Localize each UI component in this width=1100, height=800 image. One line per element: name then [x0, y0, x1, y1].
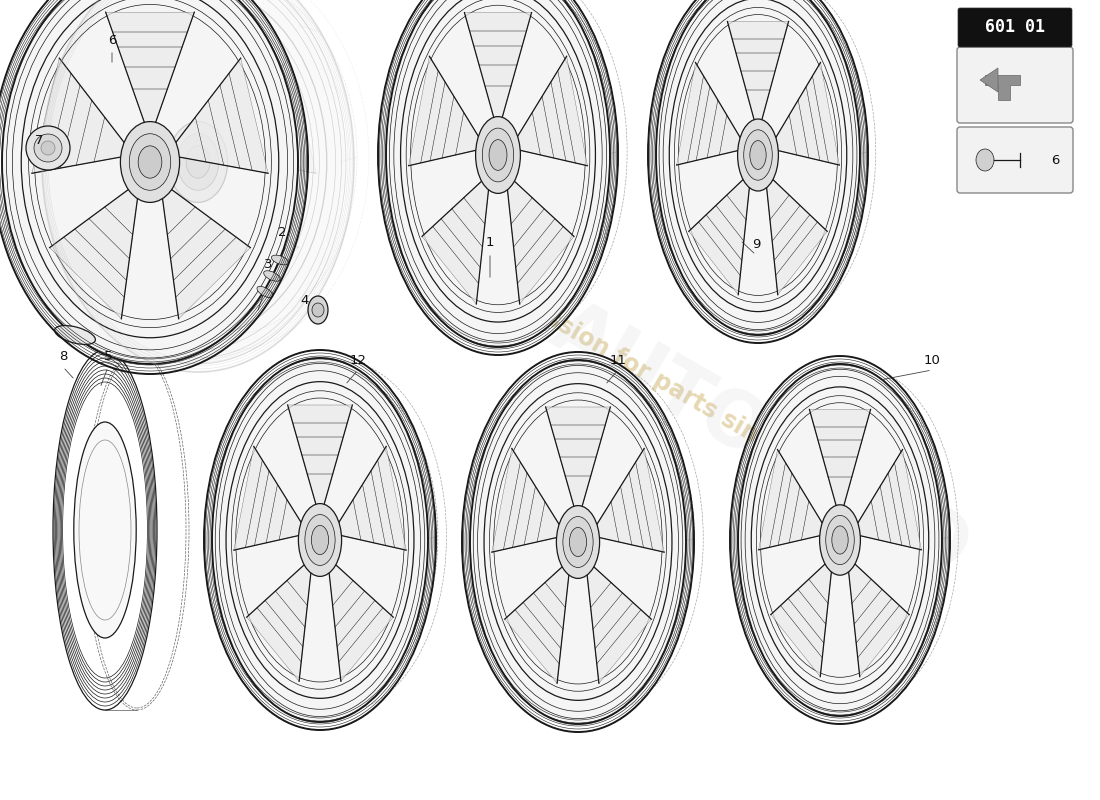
Ellipse shape: [177, 134, 219, 190]
Ellipse shape: [120, 122, 179, 202]
Text: 5: 5: [103, 350, 112, 363]
Circle shape: [41, 141, 55, 155]
Text: 11: 11: [609, 354, 627, 366]
Polygon shape: [50, 190, 138, 318]
Ellipse shape: [820, 505, 860, 575]
Ellipse shape: [744, 130, 772, 180]
Polygon shape: [546, 407, 611, 506]
Polygon shape: [587, 567, 651, 683]
Polygon shape: [676, 62, 740, 165]
Ellipse shape: [386, 0, 610, 347]
Text: 10: 10: [924, 354, 940, 366]
Ellipse shape: [272, 255, 288, 265]
Text: 8: 8: [58, 350, 67, 363]
Ellipse shape: [50, 0, 346, 364]
Ellipse shape: [312, 303, 324, 317]
Ellipse shape: [557, 506, 600, 578]
Polygon shape: [106, 12, 195, 122]
Polygon shape: [80, 58, 172, 174]
Polygon shape: [176, 58, 268, 174]
Ellipse shape: [656, 0, 860, 335]
Text: 601 01: 601 01: [984, 18, 1045, 36]
Polygon shape: [980, 68, 998, 92]
Ellipse shape: [55, 326, 96, 345]
Circle shape: [26, 126, 70, 170]
Polygon shape: [771, 564, 832, 677]
Polygon shape: [727, 22, 789, 120]
Polygon shape: [848, 564, 910, 677]
Polygon shape: [408, 56, 478, 166]
Polygon shape: [776, 62, 839, 165]
Ellipse shape: [186, 146, 210, 178]
Polygon shape: [505, 567, 569, 683]
Text: a passion for parts since: a passion for parts since: [492, 278, 789, 462]
Polygon shape: [210, 190, 298, 318]
Ellipse shape: [264, 270, 280, 282]
Polygon shape: [163, 190, 251, 318]
Text: AUTOFOTO: AUTOFOTO: [538, 290, 982, 590]
Text: 1: 1: [486, 237, 494, 250]
Ellipse shape: [738, 364, 942, 716]
Ellipse shape: [570, 527, 586, 557]
Text: 6: 6: [108, 34, 117, 46]
Text: 7: 7: [35, 134, 43, 146]
Ellipse shape: [563, 517, 593, 567]
Polygon shape: [464, 13, 531, 118]
Polygon shape: [224, 58, 316, 174]
Polygon shape: [984, 75, 1020, 100]
Ellipse shape: [308, 296, 328, 324]
Ellipse shape: [139, 146, 162, 178]
Ellipse shape: [212, 358, 428, 722]
Polygon shape: [154, 12, 242, 122]
Ellipse shape: [2, 0, 298, 364]
Polygon shape: [597, 449, 664, 552]
Ellipse shape: [257, 286, 273, 298]
Polygon shape: [32, 58, 124, 174]
Ellipse shape: [750, 141, 767, 170]
FancyBboxPatch shape: [957, 127, 1072, 193]
Ellipse shape: [490, 140, 507, 170]
Polygon shape: [507, 181, 574, 304]
Circle shape: [34, 134, 62, 162]
Ellipse shape: [738, 119, 779, 191]
Polygon shape: [287, 405, 352, 504]
Polygon shape: [422, 181, 488, 304]
Text: 4: 4: [300, 294, 309, 306]
Polygon shape: [689, 179, 749, 294]
Polygon shape: [246, 565, 311, 682]
Polygon shape: [810, 410, 870, 506]
Polygon shape: [339, 446, 406, 550]
Text: 6: 6: [1050, 154, 1059, 166]
Polygon shape: [98, 190, 186, 318]
Ellipse shape: [130, 134, 170, 190]
Text: 3: 3: [264, 258, 273, 270]
Polygon shape: [234, 446, 301, 550]
Ellipse shape: [305, 514, 336, 566]
FancyBboxPatch shape: [958, 8, 1072, 47]
Ellipse shape: [826, 515, 855, 565]
Polygon shape: [329, 565, 394, 682]
Ellipse shape: [74, 422, 136, 638]
Ellipse shape: [311, 526, 329, 554]
Ellipse shape: [976, 149, 994, 171]
Text: 9: 9: [751, 238, 760, 251]
Ellipse shape: [832, 526, 848, 554]
Text: 2: 2: [277, 226, 286, 239]
Polygon shape: [518, 56, 587, 166]
Polygon shape: [759, 450, 822, 550]
Ellipse shape: [470, 360, 686, 724]
Ellipse shape: [298, 504, 342, 576]
Ellipse shape: [482, 128, 514, 182]
Text: 12: 12: [350, 354, 366, 366]
Polygon shape: [767, 179, 827, 294]
Ellipse shape: [475, 117, 520, 194]
Polygon shape: [858, 450, 922, 550]
Polygon shape: [492, 449, 559, 552]
Ellipse shape: [168, 122, 228, 202]
FancyBboxPatch shape: [957, 47, 1072, 123]
